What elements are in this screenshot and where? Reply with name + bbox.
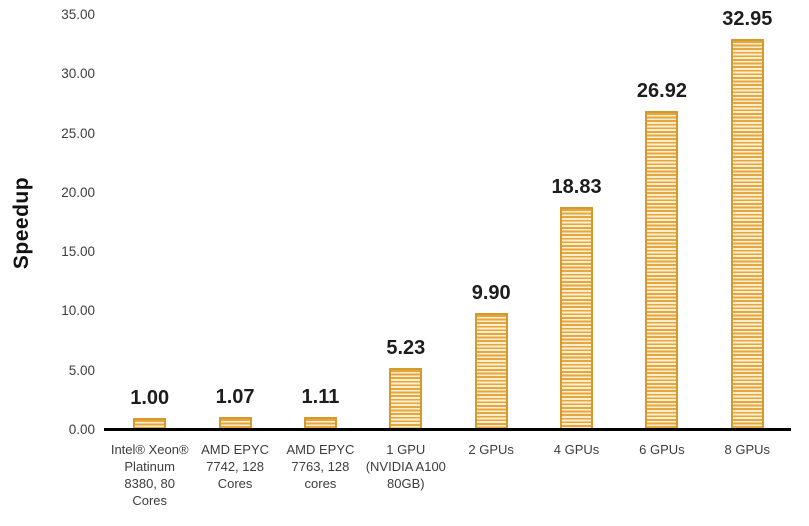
y-axis-title: Speedup xyxy=(10,176,33,270)
x-tick-label: 4 GPUs xyxy=(553,442,600,457)
bar-value-label: 9.90 xyxy=(471,281,511,304)
x-tick-label: 6 GPUs xyxy=(639,442,685,457)
x-tick-label: 2 GPUs xyxy=(468,442,514,457)
x-tick-label: AMD EPYC 7742, 128 Cores xyxy=(201,442,270,491)
x-tick-label: 1 GPU (NVIDIA A100 80GB) xyxy=(365,442,446,491)
bar xyxy=(645,110,679,430)
y-tick-label: 0.00 xyxy=(68,422,95,437)
x-tick-label: Intel® Xeon® Platinum 8380, 80 Cores xyxy=(110,442,189,508)
x-tick-label: 8 GPUs xyxy=(724,442,771,457)
y-tick-label: 10.00 xyxy=(61,303,95,319)
bar-value-label: 1.07 xyxy=(215,386,255,409)
bar-value-label: 26.92 xyxy=(636,79,687,102)
x-tick-label: AMD EPYC 7763, 128 cores xyxy=(286,442,355,491)
bar-value-label: 32.95 xyxy=(722,8,773,31)
y-tick-label: 30.00 xyxy=(61,66,95,82)
y-tick-label: 25.00 xyxy=(61,125,95,141)
bar xyxy=(560,206,594,430)
bar xyxy=(389,368,423,430)
y-tick-label: 5.00 xyxy=(68,362,95,378)
x-axis-line xyxy=(104,428,791,431)
bar-value-label: 5.23 xyxy=(386,337,426,359)
bar xyxy=(730,39,764,430)
bar-value-label: 18.83 xyxy=(551,175,602,198)
y-tick-label: 15.00 xyxy=(61,244,95,260)
y-tick-label: 20.00 xyxy=(61,184,95,200)
bar-value-label: 1.11 xyxy=(301,385,340,408)
plot-area: 1.00 1.07 1.11 5.23 9.90 18.83 26.92 32.95 xyxy=(107,8,790,430)
y-tick-label: 35.00 xyxy=(61,7,95,22)
bar xyxy=(474,312,508,430)
bar-value-label: 1.00 xyxy=(130,387,170,410)
